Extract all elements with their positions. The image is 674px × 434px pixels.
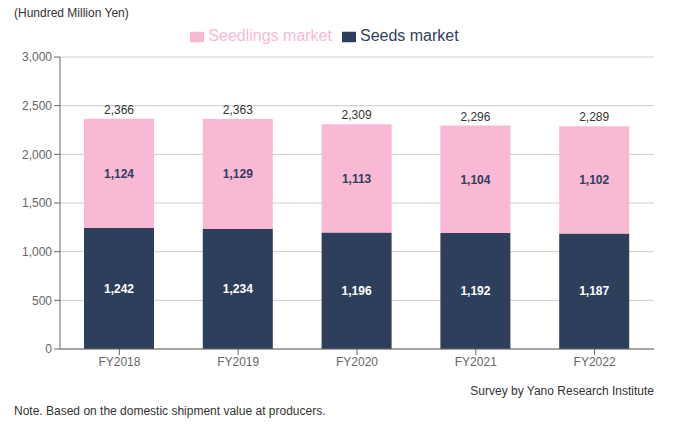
svg-text:FY2018: FY2018	[98, 355, 140, 369]
svg-text:1,192: 1,192	[460, 284, 490, 298]
svg-text:FY2019: FY2019	[217, 355, 259, 369]
svg-text:1,129: 1,129	[223, 167, 253, 181]
svg-text:500: 500	[32, 294, 52, 308]
svg-text:1,104: 1,104	[460, 173, 490, 187]
svg-text:2,296: 2,296	[460, 110, 490, 124]
svg-text:2,366: 2,366	[104, 103, 134, 117]
svg-text:2,289: 2,289	[579, 110, 609, 124]
svg-text:2,500: 2,500	[22, 99, 52, 113]
svg-text:2,309: 2,309	[342, 108, 372, 122]
svg-text:0: 0	[45, 342, 52, 356]
svg-text:1,187: 1,187	[579, 284, 609, 298]
svg-text:1,113: 1,113	[342, 172, 372, 186]
html-text:Seedlings market: Seedlings market	[208, 27, 332, 44]
svg-text:FY2022: FY2022	[574, 355, 616, 369]
svg-text:1,196: 1,196	[342, 284, 372, 298]
svg-text:1,234: 1,234	[223, 282, 253, 296]
svg-text:2,000: 2,000	[22, 148, 52, 162]
html-text:Seeds market: Seeds market	[360, 27, 459, 44]
html-text:(Hundred Million Yen): (Hundred Million Yen)	[14, 6, 129, 20]
svg-text:1,242: 1,242	[104, 282, 134, 296]
svg-text:FY2020: FY2020	[336, 355, 378, 369]
svg-text:2,363: 2,363	[223, 103, 253, 117]
svg-text:FY2021: FY2021	[455, 355, 497, 369]
svg-text:1,500: 1,500	[22, 196, 52, 210]
svg-text:1,124: 1,124	[104, 167, 134, 181]
html-text:Note. Based on the domestic sh: Note. Based on the domestic shipment val…	[14, 404, 326, 418]
html-text:Survey by Yano Research Instit: Survey by Yano Research Institute	[470, 384, 654, 398]
svg-text:1,102: 1,102	[579, 173, 609, 187]
svg-text:1,000: 1,000	[22, 245, 52, 259]
svg-text:3,000: 3,000	[22, 50, 52, 64]
